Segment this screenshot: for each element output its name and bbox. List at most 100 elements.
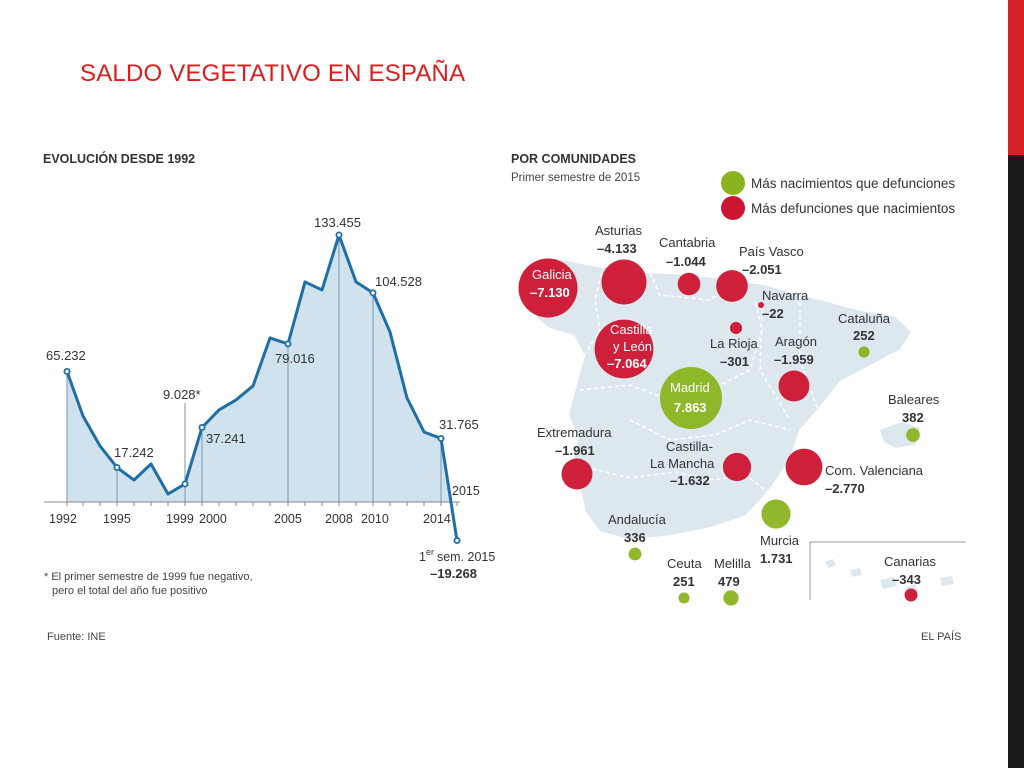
legend-negative-label: Más defunciones que nacimientos bbox=[751, 201, 955, 216]
x-tick-label-2014: 2014 bbox=[423, 512, 451, 526]
value-label-2014: 31.765 bbox=[439, 417, 479, 432]
region-value-castilla-y-leon: –7.064 bbox=[607, 356, 648, 371]
end-label-sem-sup: er bbox=[426, 547, 434, 557]
x-tick-label-2010: 2010 bbox=[361, 512, 389, 526]
bubble-la-rioja bbox=[729, 321, 743, 335]
value-label-2005: 79.016 bbox=[275, 351, 315, 366]
source-label: Fuente: INE bbox=[47, 631, 106, 643]
legend-positive-swatch bbox=[721, 171, 745, 195]
region-name-andalucia: Andalucía bbox=[608, 512, 667, 527]
end-label-sem-prefix: 1 bbox=[419, 550, 426, 564]
value-label-2000: 37.241 bbox=[206, 431, 246, 446]
region-value-canarias: –343 bbox=[892, 572, 921, 587]
point-1992 bbox=[63, 367, 71, 375]
region-name-pais-vasco: País Vasco bbox=[739, 244, 804, 259]
region-name-extremadura: Extremadura bbox=[537, 425, 612, 440]
right-panel-title: POR COMUNIDADES bbox=[511, 152, 637, 166]
canarias-inset bbox=[809, 541, 966, 600]
legend-positive-label: Más nacimientos que defunciones bbox=[751, 176, 955, 191]
area-fill bbox=[67, 235, 451, 502]
bubble-galicia bbox=[518, 258, 578, 318]
x-tick-label-2000: 2000 bbox=[199, 512, 227, 526]
x-tick-label-1999: 1999 bbox=[166, 512, 194, 526]
region-name-castilla-y-leon-1: Castilla bbox=[610, 322, 653, 337]
legend-negative-swatch bbox=[721, 196, 745, 220]
value-label-2015 (1er sem.): –19.268 bbox=[430, 566, 477, 581]
region-name-baleares: Baleares bbox=[888, 392, 940, 407]
end-label-year: 2015 bbox=[452, 484, 480, 498]
point-1999 bbox=[181, 480, 189, 488]
bubble-cantabria bbox=[677, 272, 701, 296]
border-extremadura-andalucia bbox=[571, 463, 769, 493]
bubble-murcia bbox=[761, 499, 791, 529]
bubble-melilla bbox=[723, 590, 739, 606]
point-2008 bbox=[335, 231, 343, 239]
region-value-castilla-la-mancha: –1.632 bbox=[670, 473, 710, 488]
border-castilla-mancha bbox=[629, 419, 791, 441]
bubble-castilla-y-leon bbox=[594, 319, 654, 379]
x-tick-label-1992: 1992 bbox=[49, 512, 77, 526]
point-2000 bbox=[198, 423, 206, 431]
point-2015 (1er sem.) bbox=[453, 537, 461, 545]
footnote: * El primer semestre de 1999 fue negativ… bbox=[44, 570, 253, 598]
border-aragon-west bbox=[759, 309, 791, 421]
bubble-madrid bbox=[660, 367, 722, 429]
region-value-melilla: 479 bbox=[718, 574, 740, 589]
region-value-navarra: –22 bbox=[762, 306, 784, 321]
value-label-2010: 104.528 bbox=[375, 274, 422, 289]
region-name-castilla-la-mancha-2: La Mancha bbox=[650, 456, 715, 471]
region-value-baleares: 382 bbox=[902, 410, 924, 425]
region-name-com-valenciana: Com. Valenciana bbox=[825, 463, 924, 478]
left-panel-title: EVOLUCIÓN DESDE 1992 bbox=[43, 152, 196, 166]
region-value-murcia: 1.731 bbox=[760, 551, 793, 566]
bubble-ceuta bbox=[678, 592, 690, 604]
x-tick-label-1995: 1995 bbox=[103, 512, 131, 526]
region-value-cantabria: –1.044 bbox=[666, 254, 707, 269]
region-name-la-rioja: La Rioja bbox=[710, 336, 758, 351]
border-aragon-cataluna bbox=[799, 295, 819, 411]
border-galicia bbox=[583, 271, 603, 357]
point-1995 bbox=[113, 464, 121, 472]
value-label-1995: 17.242 bbox=[114, 445, 154, 460]
bubble-andalucia bbox=[628, 547, 642, 561]
region-name-castilla-la-mancha-1: Castilla- bbox=[666, 439, 713, 454]
region-name-madrid: Madrid bbox=[670, 380, 710, 395]
region-name-aragon: Aragón bbox=[775, 334, 817, 349]
x-tick-label-2008: 2008 bbox=[325, 512, 353, 526]
region-value-aragon: –1.959 bbox=[774, 352, 814, 367]
bubble-castilla-la-mancha bbox=[722, 452, 752, 482]
bubble-asturias bbox=[601, 259, 647, 305]
region-value-andalucia: 336 bbox=[624, 530, 646, 545]
region-name-cataluna: Cataluña bbox=[838, 311, 891, 326]
region-name-murcia: Murcia bbox=[760, 533, 800, 548]
region-name-cantabria: Cantabria bbox=[659, 235, 716, 250]
value-label-2008: 133.455 bbox=[314, 215, 361, 230]
region-value-pais-vasco: –2.051 bbox=[742, 262, 782, 277]
baleares-shape bbox=[880, 422, 920, 448]
region-value-asturias: –4.133 bbox=[597, 241, 637, 256]
bubble-map: Más nacimientos que defunciones Más defu… bbox=[518, 171, 966, 606]
point-2010 bbox=[369, 289, 377, 297]
region-name-ceuta: Ceuta bbox=[667, 556, 702, 571]
bubble-canarias bbox=[904, 588, 918, 602]
region-value-extremadura: –1.961 bbox=[555, 443, 595, 458]
end-label-semester: 1er sem. 2015 bbox=[419, 547, 495, 564]
credit-label: EL PAÍS bbox=[921, 631, 962, 643]
inset-frame bbox=[809, 541, 966, 600]
right-panel-subtitle: Primer semestre de 2015 bbox=[511, 172, 641, 184]
legend: Más nacimientos que defunciones Más defu… bbox=[721, 171, 955, 220]
region-value-la-rioja: –301 bbox=[720, 354, 749, 369]
region-value-galicia: –7.130 bbox=[530, 285, 570, 300]
line-chart: 65.232 17.242 9.028* 37.241 79.016 133.455 104… bbox=[44, 215, 495, 581]
side-bar-dark bbox=[1008, 0, 1024, 768]
bubble-com-valenciana bbox=[785, 448, 823, 486]
series-line bbox=[65, 233, 459, 541]
bubble-aragon bbox=[778, 370, 810, 402]
region-name-navarra: Navarra bbox=[762, 288, 809, 303]
region-name-asturias: Asturias bbox=[595, 223, 642, 238]
x-tick-label-2005: 2005 bbox=[274, 512, 302, 526]
region-name-canarias: Canarias bbox=[884, 554, 937, 569]
side-bar-accent bbox=[1008, 0, 1024, 155]
bubble-baleares bbox=[906, 428, 920, 442]
slide-title: SALDO VEGETATIVO EN ESPAÑA bbox=[80, 60, 466, 87]
